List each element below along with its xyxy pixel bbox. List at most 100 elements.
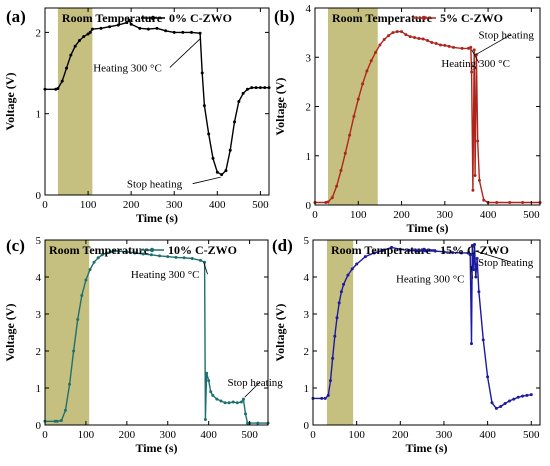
plot-frame (44, 239, 269, 426)
legend-marker (421, 247, 427, 253)
data-point (508, 201, 512, 205)
data-point (72, 349, 76, 353)
data-point (361, 82, 365, 86)
data-point (356, 97, 360, 101)
annotation-label: Heating 300 °C (131, 269, 200, 281)
data-point (372, 251, 376, 255)
y-tick-label: 0 (36, 190, 42, 202)
data-point (421, 37, 425, 41)
data-point (92, 260, 96, 264)
data-point (263, 86, 267, 90)
y-tick-label: 2 (304, 346, 310, 358)
annotation-arrow (169, 37, 202, 68)
y-axis-label: Voltage (V) (273, 304, 287, 362)
data-point (460, 46, 464, 50)
y-tick-label: 4 (304, 272, 310, 284)
x-axis-label: Time (s) (405, 441, 447, 455)
data-point (80, 294, 84, 297)
x-tick-label: 300 (160, 429, 177, 441)
data-point (471, 188, 475, 192)
x-tick-label: 200 (392, 429, 409, 441)
panel-label: (d) (272, 236, 293, 255)
annotation-label: Heating 300 °C (441, 58, 510, 70)
x-tick-label: 0 (42, 429, 48, 441)
x-tick-label: 200 (123, 199, 140, 211)
data-point (200, 71, 204, 75)
data-point (337, 301, 341, 305)
data-point (219, 399, 223, 403)
x-axis-label: Time (s) (406, 221, 448, 235)
x-tick-label: 500 (252, 199, 269, 211)
data-point (472, 48, 476, 52)
data-point (125, 21, 129, 25)
data-point (113, 249, 117, 253)
data-point (203, 260, 207, 264)
data-point (56, 86, 60, 90)
data-point (82, 34, 86, 38)
data-point (60, 79, 64, 83)
room-temperature-label: Room Temperature (62, 11, 163, 25)
x-axis-label: Time (s) (136, 211, 178, 225)
data-point (84, 278, 88, 282)
panel-d: 0 100 200 300 400 500 0 1 2 3 4 5 Time (s) Voltage (V… (272, 235, 541, 455)
data-point (215, 397, 219, 401)
annotation-label: Stop heating (127, 179, 183, 191)
panel-label: (c) (6, 236, 25, 255)
data-point (239, 400, 243, 404)
data-point (529, 393, 533, 397)
data-point (189, 30, 193, 34)
annotation-arrow (203, 262, 208, 275)
data-point (205, 371, 209, 375)
data-point (382, 38, 386, 42)
annotation-label: Heating 300 °C (396, 274, 465, 286)
y-axis-label: Voltage (V) (273, 78, 287, 136)
data-point (63, 408, 67, 412)
data-point (473, 242, 477, 246)
y-tick-label: 1 (36, 109, 42, 121)
data-point (476, 139, 480, 143)
data-point (494, 406, 498, 410)
x-tick-label: 500 (523, 429, 540, 441)
data-point (181, 30, 185, 34)
data-point (335, 316, 339, 320)
data-point (215, 170, 219, 174)
data-point (507, 399, 511, 403)
data-point (390, 245, 394, 249)
annotation-arrow (192, 176, 221, 185)
annotation-label: Heating 300 °C (93, 62, 162, 74)
data-point (211, 156, 215, 160)
legend-label: 5% C-ZWO (440, 11, 503, 25)
panel-a: 0 100 200 300 400 500 0 1 2 Time (s) Voltage (V) (a… (3, 7, 271, 225)
y-tick-label: 0 (306, 200, 312, 212)
data-point (108, 250, 112, 254)
room-temperature-label: Room Temperature (331, 243, 432, 257)
data-point (521, 201, 525, 205)
data-point (387, 34, 391, 38)
data-point (495, 201, 499, 205)
data-point (342, 282, 346, 286)
y-tick-label: 0 (36, 420, 42, 432)
data-point (330, 196, 334, 200)
data-point (333, 334, 337, 338)
data-point (468, 253, 472, 257)
data-point (369, 59, 373, 63)
y-tick-label: 2 (306, 102, 312, 114)
legend-marker (149, 247, 155, 253)
data-point (469, 342, 473, 346)
x-tick-label: 300 (436, 429, 453, 441)
room-temperature-region (45, 240, 90, 425)
data-point (231, 400, 235, 404)
data-point (223, 401, 227, 405)
data-point (503, 402, 507, 406)
data-point (220, 173, 224, 177)
data-point (146, 27, 150, 31)
legend-marker (150, 15, 156, 21)
y-tick-label: 1 (36, 383, 42, 395)
y-tick-label: 5 (36, 235, 42, 247)
data-point (202, 104, 206, 108)
data-point (346, 273, 350, 277)
data-point (417, 37, 421, 41)
data-point (68, 382, 72, 386)
data-point (241, 397, 245, 401)
